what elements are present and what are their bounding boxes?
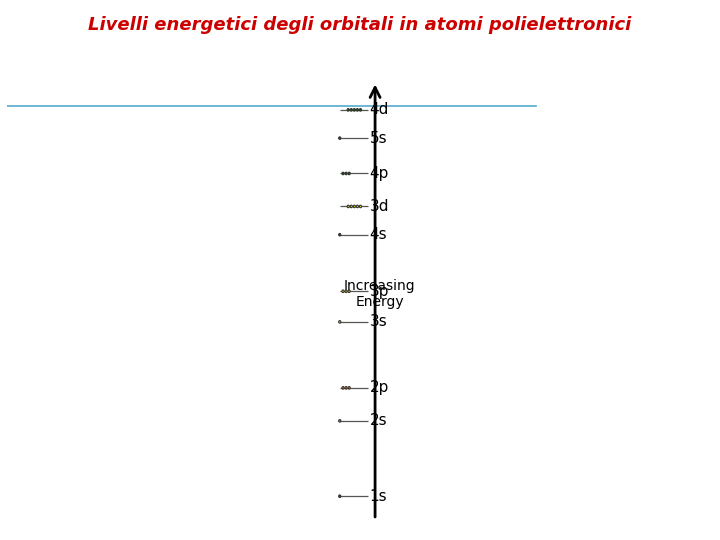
Ellipse shape bbox=[338, 495, 341, 497]
Ellipse shape bbox=[359, 109, 361, 111]
Ellipse shape bbox=[348, 290, 350, 293]
Text: 4p: 4p bbox=[369, 166, 389, 181]
Text: 3d: 3d bbox=[369, 199, 389, 214]
Ellipse shape bbox=[338, 233, 341, 236]
Ellipse shape bbox=[342, 387, 344, 389]
Ellipse shape bbox=[345, 290, 347, 293]
Ellipse shape bbox=[347, 109, 349, 111]
Ellipse shape bbox=[342, 290, 344, 293]
Ellipse shape bbox=[347, 205, 349, 208]
Ellipse shape bbox=[359, 205, 361, 208]
Ellipse shape bbox=[350, 109, 352, 111]
Text: 3p: 3p bbox=[369, 284, 389, 299]
Text: 1s: 1s bbox=[369, 489, 387, 504]
Ellipse shape bbox=[348, 172, 350, 175]
Ellipse shape bbox=[345, 387, 347, 389]
Ellipse shape bbox=[342, 172, 344, 175]
Ellipse shape bbox=[354, 109, 356, 111]
Ellipse shape bbox=[350, 205, 352, 208]
Text: Livelli energetici degli orbitali in atomi polielettronici: Livelli energetici degli orbitali in ato… bbox=[89, 16, 631, 34]
Ellipse shape bbox=[338, 137, 341, 139]
Text: 3s: 3s bbox=[369, 314, 387, 329]
Text: 4d: 4d bbox=[369, 103, 389, 117]
Text: Increasing
Energy: Increasing Energy bbox=[343, 279, 415, 309]
Text: 4s: 4s bbox=[369, 227, 387, 242]
Text: 2s: 2s bbox=[369, 413, 387, 428]
Ellipse shape bbox=[354, 205, 356, 208]
Ellipse shape bbox=[356, 205, 359, 208]
Ellipse shape bbox=[348, 387, 350, 389]
Ellipse shape bbox=[356, 109, 359, 111]
Text: 2p: 2p bbox=[369, 380, 389, 395]
Ellipse shape bbox=[338, 420, 341, 422]
Ellipse shape bbox=[345, 172, 347, 175]
Ellipse shape bbox=[338, 321, 341, 323]
Text: 5s: 5s bbox=[369, 131, 387, 146]
